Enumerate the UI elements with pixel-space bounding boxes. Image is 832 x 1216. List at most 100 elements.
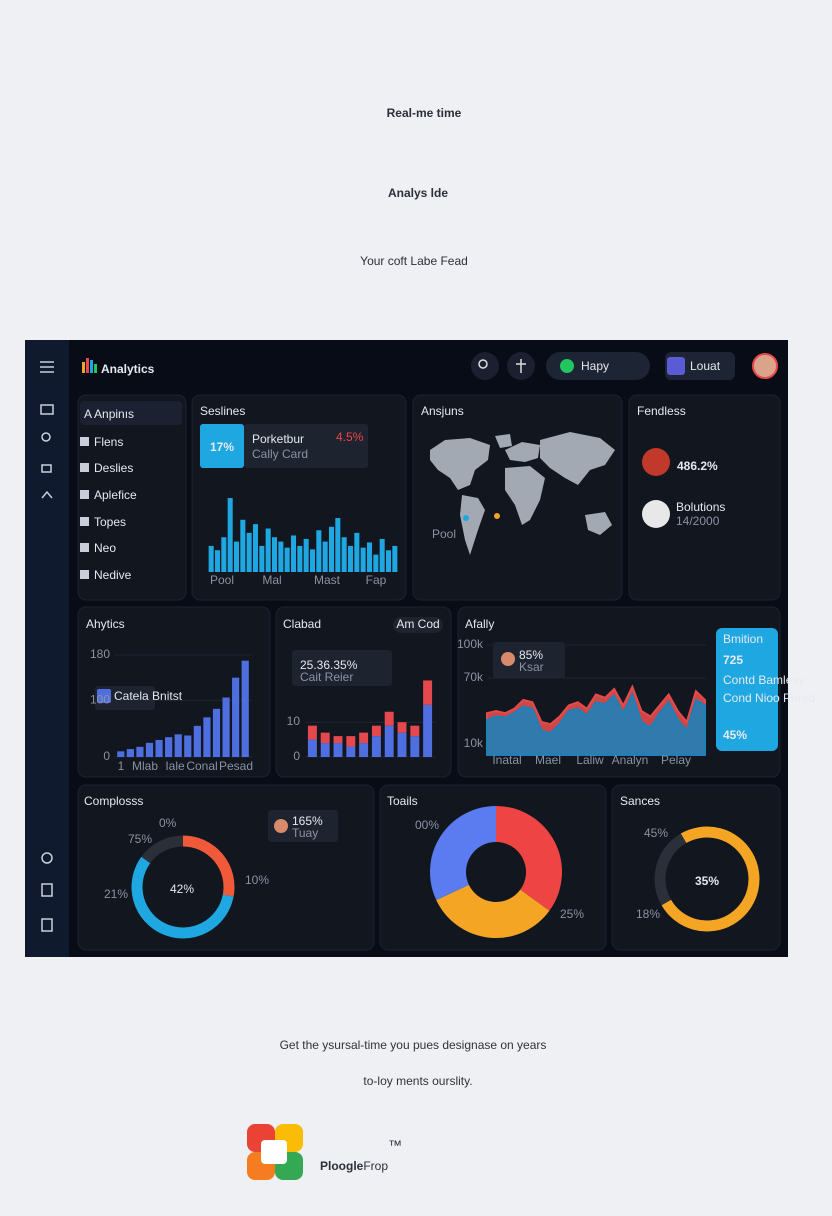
nav-item[interactable]: Flens	[94, 435, 123, 449]
title: Analys lde	[388, 186, 448, 200]
bar	[335, 518, 341, 572]
pie-label: 00%	[415, 818, 439, 832]
icon[interactable]	[41, 852, 53, 864]
logo-part	[261, 1140, 287, 1164]
item-title: Bolutions	[676, 500, 725, 514]
map-marker	[463, 515, 469, 521]
bar	[212, 708, 221, 757]
nav-panel	[77, 394, 187, 601]
axis-label: Conal	[186, 759, 217, 773]
continent	[585, 512, 612, 535]
settings-icon	[516, 359, 526, 373]
axis-label: Pelay	[661, 753, 691, 767]
nav-item[interactable]: Aplefice	[94, 488, 137, 502]
icon[interactable]	[41, 918, 53, 932]
bar-segment	[346, 746, 356, 757]
nav-selected	[80, 401, 182, 425]
icon[interactable]	[41, 464, 52, 473]
icon	[80, 463, 89, 472]
search-button[interactable]	[471, 352, 499, 380]
axis-label: Fap	[366, 573, 387, 587]
logo-bar	[86, 358, 89, 373]
axis-label: 1	[118, 759, 125, 773]
bar-segment	[320, 732, 330, 744]
bar	[252, 524, 259, 572]
ring-label: 21%	[104, 887, 128, 901]
menu-icon[interactable]	[40, 361, 54, 373]
panel-title: Seslines	[200, 404, 245, 418]
bar-segment	[320, 743, 330, 757]
status-dot	[560, 359, 574, 373]
badge	[200, 424, 244, 468]
stat-card	[268, 810, 338, 842]
bar	[316, 530, 322, 572]
bar	[385, 550, 392, 572]
metric: 486.2%	[677, 459, 718, 473]
bar	[322, 541, 328, 572]
axis-label: 70k	[464, 670, 484, 684]
icon[interactable]	[40, 404, 54, 415]
ring-center: 42%	[170, 882, 194, 896]
ring-segment	[661, 826, 760, 932]
bar	[227, 498, 233, 572]
login-icon	[667, 357, 685, 375]
card-value: 85%	[519, 648, 543, 662]
ring-center: 35%	[695, 874, 719, 888]
sidebar	[25, 340, 69, 957]
bar	[193, 725, 201, 757]
bar	[155, 740, 163, 757]
bar	[233, 541, 240, 572]
subtitle: Your coft Labe Fead	[360, 254, 468, 268]
bar-segment	[307, 739, 317, 757]
dashboard: Analytics Hapy Louat A Anpinıs Flens Des…	[25, 340, 815, 957]
bar	[240, 519, 246, 572]
login-text: Louat	[690, 359, 721, 373]
ring-segment	[141, 835, 184, 864]
panel	[77, 606, 271, 778]
world-map	[430, 432, 615, 555]
nav-item[interactable]: Nedive	[94, 568, 132, 582]
axis-label: 0	[103, 749, 110, 763]
nav-item[interactable]: Deslies	[94, 461, 133, 475]
axis-label: Pesad	[219, 759, 253, 773]
bar-segment	[359, 732, 369, 744]
icon[interactable]	[41, 432, 51, 442]
avatar[interactable]	[752, 353, 778, 379]
bar	[265, 528, 271, 572]
bar	[360, 547, 366, 572]
map-marker	[494, 513, 500, 519]
ring-label: 0%	[159, 816, 177, 830]
axis-label: Mael	[535, 753, 561, 767]
status-pill[interactable]	[546, 352, 650, 380]
bar-segment	[307, 725, 317, 740]
bar	[246, 532, 252, 572]
card-title: Porketbur	[252, 432, 304, 446]
bar	[208, 545, 214, 572]
stat-card	[292, 650, 392, 686]
bar	[222, 697, 230, 757]
icon[interactable]	[41, 883, 53, 897]
bar-segment	[333, 743, 343, 757]
bar-segment	[397, 732, 407, 757]
nav-item[interactable]: Neo	[94, 541, 116, 555]
ring-label: 18%	[636, 907, 660, 921]
ring-label: 75%	[128, 832, 152, 846]
icon	[80, 543, 89, 552]
bar	[259, 545, 265, 572]
bar	[379, 538, 385, 572]
bar	[214, 550, 221, 572]
bar	[241, 660, 249, 757]
map-label: Pool	[432, 527, 456, 541]
axis-label: Mal	[262, 573, 281, 587]
nav-item[interactable]: Topes	[94, 515, 126, 529]
nav-icons	[80, 437, 89, 579]
nav-item[interactable]: A Anpinıs	[84, 407, 134, 421]
bar	[284, 547, 290, 572]
axis-label: 0	[293, 749, 300, 763]
icon[interactable]	[41, 490, 53, 499]
side-card-text: Contd Bamlesy	[723, 673, 804, 687]
pill-button[interactable]	[393, 617, 443, 633]
ring-segment	[131, 856, 234, 939]
bar	[373, 554, 379, 572]
logo-bar	[82, 362, 85, 373]
